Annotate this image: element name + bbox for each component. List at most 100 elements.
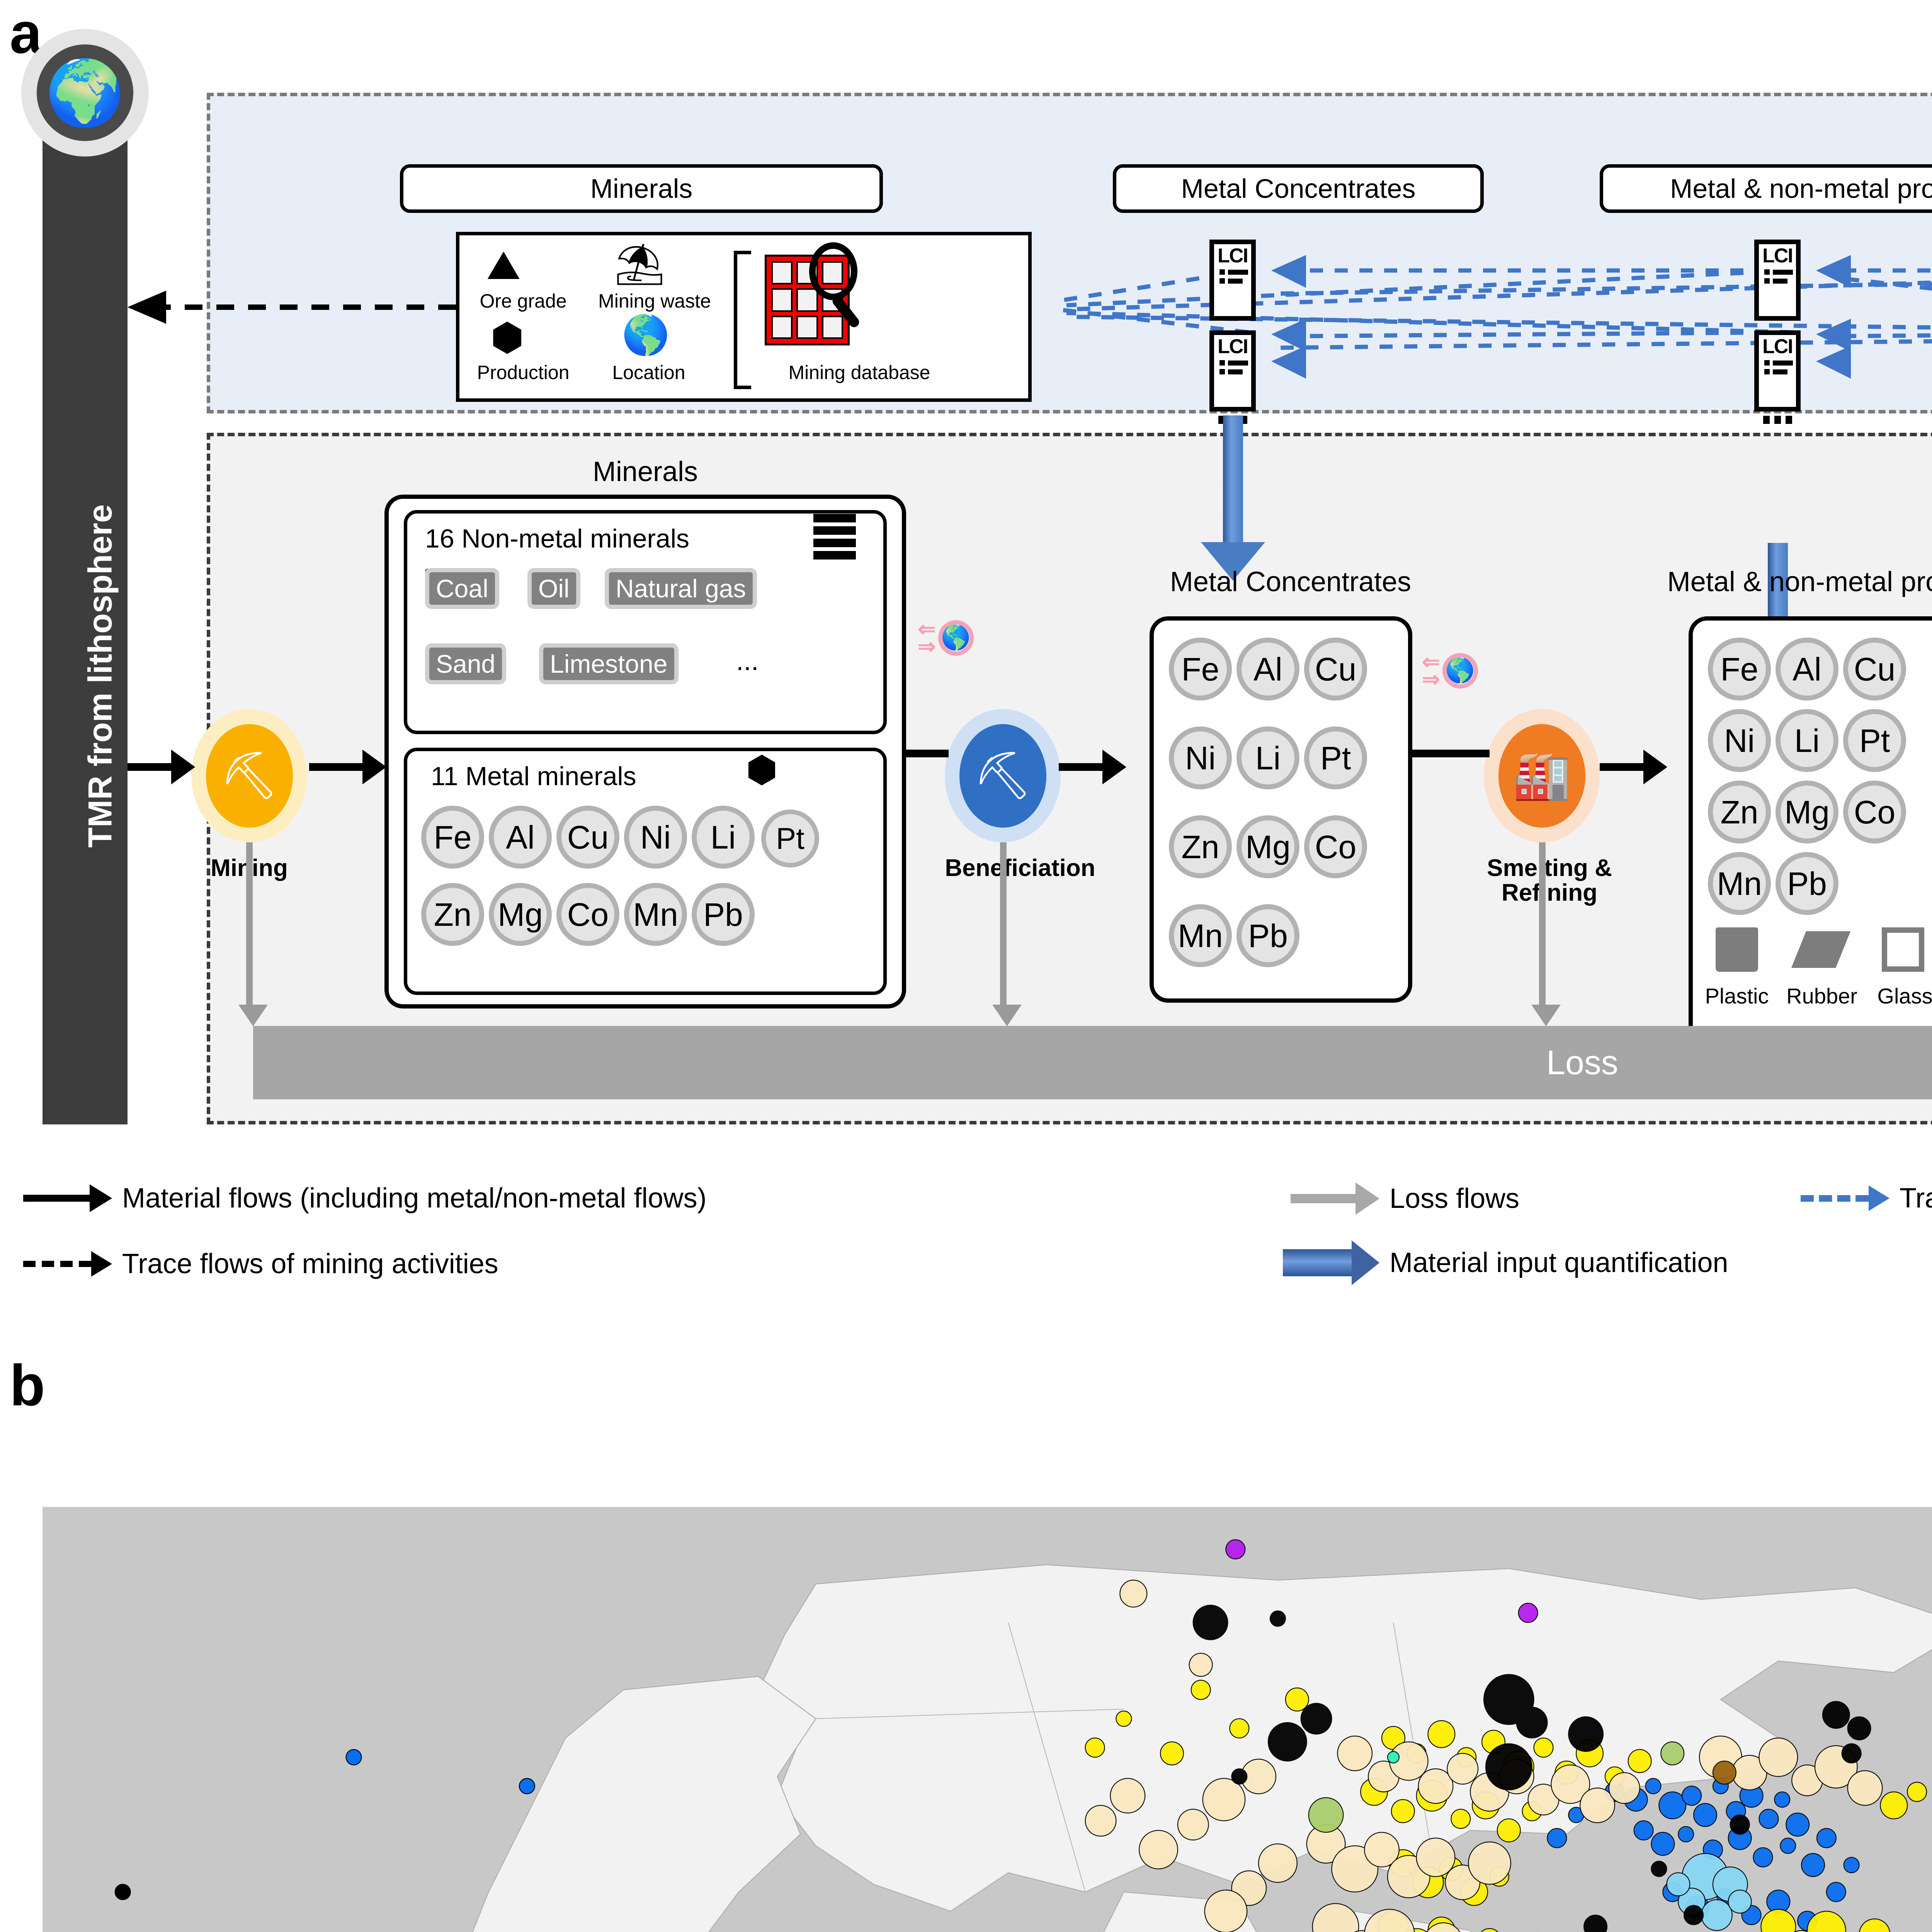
prod-el-co: Co [1843,781,1906,844]
conc-el-co: Co [1304,815,1367,878]
trade-flow-icon: ⇐ ⇒ 🌎 [918,618,974,657]
conc-el-ni: Ni [1169,726,1232,789]
minerals-title: Minerals [592,456,698,487]
lci-card: LCI [1754,330,1801,412]
ore-grade-label: Ore grade [480,290,567,312]
metal-minerals-box [404,748,887,995]
prod-el-li: Li [1776,709,1838,772]
loss-bar: Loss [253,1026,1932,1099]
legend-trace-lci-label: Trace flows of life cycle inventory [1900,1183,1932,1214]
legend-trace-mining-label: Trace flows of mining activities [122,1248,498,1279]
lci-card: LCI [1209,240,1256,321]
mineral-el-li: Li [692,806,755,869]
prod-el-ni: Ni [1708,709,1771,772]
arrow-minerals-to-beneficiation [906,750,949,757]
loss-bar-label: Loss [1546,1043,1618,1082]
prod-el-al: Al [1776,638,1838,701]
mining-waste-label: Mining waste [598,290,711,312]
ore-grade-icon: ⛰ [486,243,521,288]
lci-label: LCI [1218,245,1248,267]
magnifier-icon [809,242,861,330]
mineral-el-mg: Mg [489,883,552,946]
material-input-arrow [1201,415,1265,581]
metal-nonmetal-products-title: Metal & non-metal products [1667,566,1932,597]
arrow-mining-to-minerals [309,750,386,784]
tag-oil: Oil [527,568,580,609]
process-beneficiation[interactable]: ⛏ [945,709,1061,842]
nonmetal-minerals-box [404,510,887,734]
arrow-litho-to-mining [128,750,195,784]
conc-el-pt: Pt [1304,726,1367,789]
prod-el-fe: Fe [1708,638,1771,701]
loss-flow-line [1000,842,1007,1012]
trade-flow-icon: ⇐ ⇒ 🌎 [1422,651,1478,690]
mineral-el-pt: Pt [761,810,819,867]
legend-trace-lci: Trace flows of life cycle inventory [1801,1182,1932,1214]
rubber-label: Rubber [1786,984,1857,1008]
arrow-beneficiation-to-concentrates [1059,750,1126,784]
lci-card: LCI [1754,240,1801,321]
plastic-icon [1716,927,1758,972]
lci-label: LCI [1218,335,1248,358]
mineral-el-co: Co [556,883,619,946]
tag-limestone: Limestone [539,643,679,684]
ore-rock-icon: ⬢ [746,749,778,790]
legend-material-flows-label: Material flows (including metal/non-meta… [122,1183,707,1214]
conc-el-pb: Pb [1236,904,1299,967]
lci-card: LCI [1209,330,1256,412]
mineral-el-fe: Fe [421,806,484,869]
process-smelting[interactable]: 🏭 [1484,709,1600,842]
globe-badge-icon: 🌍 [21,29,149,156]
prod-el-zn: Zn [1708,781,1771,844]
mineral-el-ni: Ni [624,806,687,869]
mineral-el-al: Al [489,806,552,869]
tag-sand: Sand [425,643,507,684]
nonmetal-minerals-title: 16 Non-metal minerals [425,524,690,553]
mining-waste-icon: ⛱ [614,242,666,287]
lithosphere-bar: TMR from lithosphere [43,97,128,1124]
legend-trace-mining: Trace flows of mining activities [23,1248,498,1280]
conc-el-mg: Mg [1236,815,1299,878]
process-mining[interactable]: ⛏ [191,709,307,842]
mineral-el-pb: Pb [692,883,755,946]
conc-el-li: Li [1236,726,1299,789]
conc-el-fe: Fe [1169,638,1232,701]
beneficiation-icon: ⛏ [959,724,1046,828]
metal-minerals-title: 11 Metal minerals [431,762,636,791]
world-map[interactable]: Fe (368 mine sites): 87% Al (84 mine sit… [43,1507,1932,1932]
location-label: Location [612,362,685,383]
panel-b-letter: b [10,1353,45,1418]
pill-metal-concentrates: Metal Concentrates [1113,164,1484,213]
process-beneficiation-label: Beneficiation [945,855,1095,881]
arrow-smelting-to-products [1600,750,1667,784]
loss-flow-arrowhead [238,1005,268,1026]
map-svg [46,1507,1932,1932]
conc-el-zn: Zn [1169,815,1232,878]
metal-concentrates-title: Metal Concentrates [1170,566,1412,597]
oil-barrel-icon-2 [813,514,856,562]
mineral-el-cu: Cu [556,806,619,869]
prod-el-pb: Pb [1776,852,1838,915]
conc-el-cu: Cu [1304,638,1367,701]
tag-coal: Coal [425,568,499,609]
lci-ellipsis [1754,416,1801,424]
arrow-concentrates-to-smelting [1412,750,1490,757]
conc-el-al: Al [1236,638,1299,701]
prod-el-mg: Mg [1776,781,1838,844]
loss-flow-line [246,842,253,1012]
pill-metal-nonmetal-products: Metal & non-metal products [1600,164,1932,213]
pill-minerals: Minerals [400,164,883,213]
loss-flow-line [1539,842,1546,1012]
loss-flow-arrowhead [992,1005,1022,1026]
legend-material-flows: Material flows (including metal/non-meta… [23,1182,707,1214]
lithosphere-label: TMR from lithosphere [82,504,119,848]
lci-label: LCI [1762,245,1793,267]
legend-material-input: Material input quantification [1283,1240,1728,1285]
mine-site-markers [114,1539,1927,1932]
nonmetal-ellipsis: ... [736,646,759,676]
legend-loss-flows-label: Loss flows [1389,1183,1520,1214]
prod-el-pt: Pt [1843,709,1906,772]
legend-loss-flows: Loss flows [1291,1182,1519,1215]
loss-flow-arrowhead [1531,1005,1561,1026]
mining-database-card: ⛰ Ore grade ⛱ Mining waste ⬢ Production … [456,232,1032,402]
